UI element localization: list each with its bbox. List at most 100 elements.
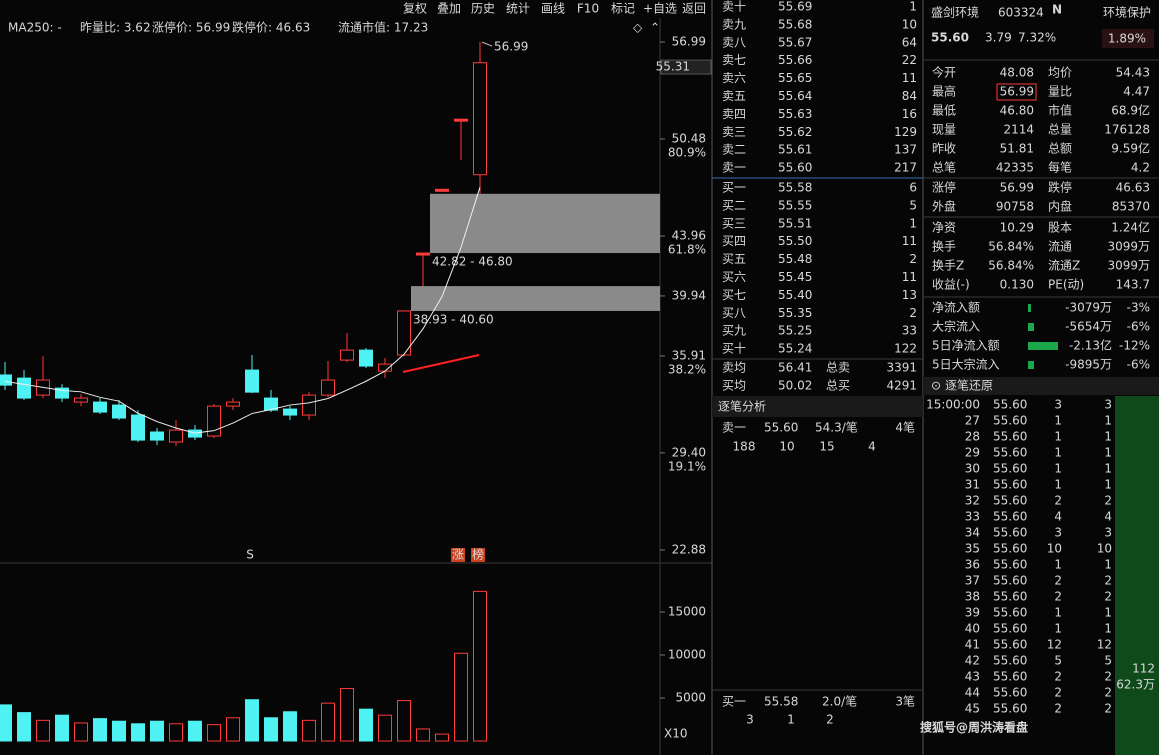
summary-label: 总买 xyxy=(826,379,850,393)
y-tick-label: 29.40 xyxy=(672,445,706,459)
stat-value: 56.84% xyxy=(988,240,1034,254)
event-marker: S xyxy=(246,548,254,562)
volume-bar xyxy=(55,714,69,742)
book-qty: 2 xyxy=(909,306,917,320)
book-label: 卖三 xyxy=(722,125,746,139)
toolbar-button[interactable]: 复权 xyxy=(403,2,427,16)
stat-value: 54.43 xyxy=(1116,66,1150,80)
book-price: 55.69 xyxy=(778,0,812,14)
stat-value: 90758 xyxy=(996,200,1034,214)
analysis-cell: 55.58 xyxy=(764,695,798,709)
volume-column-bg xyxy=(1115,396,1159,755)
toolbar-button[interactable]: 标记 xyxy=(611,2,635,16)
fib-label: 61.8% xyxy=(668,243,706,257)
book-price: 55.62 xyxy=(778,125,812,139)
volume-bar xyxy=(188,720,202,742)
trade-time: 28 xyxy=(965,430,980,444)
book-price: 55.50 xyxy=(778,234,812,248)
event-badge xyxy=(451,548,465,562)
trade-price: 55.60 xyxy=(993,494,1027,508)
book-price: 55.55 xyxy=(778,198,812,212)
icon[interactable]: ⌃ xyxy=(650,21,660,35)
volume-bar xyxy=(340,688,354,742)
toolbar-button[interactable]: 历史 xyxy=(471,2,495,16)
book-price: 55.67 xyxy=(778,35,812,49)
fib-label: 80.9% xyxy=(668,145,706,159)
trade-time: 27 xyxy=(965,414,980,428)
trade-time: 42 xyxy=(965,654,980,668)
stat-label: 换手Z xyxy=(932,259,964,273)
volume-tick-label: 15000 xyxy=(668,605,706,619)
flow-value: -3079万 xyxy=(1065,301,1112,315)
trade-price: 55.60 xyxy=(993,638,1027,652)
book-qty: 22 xyxy=(902,53,917,67)
trade-volume: 12 xyxy=(1047,638,1062,652)
order-size: 3 xyxy=(746,713,754,727)
stat-label: 昨收 xyxy=(932,142,956,156)
candle-body xyxy=(435,188,449,192)
trade-volume: 2 xyxy=(1054,574,1062,588)
price-change: 3.79 xyxy=(985,31,1012,45)
book-qty: 11 xyxy=(902,234,917,248)
stat-value: 3099万 xyxy=(1107,240,1150,254)
trade-volume: 5 xyxy=(1054,654,1062,668)
volume-bar xyxy=(397,700,411,742)
book-price: 55.25 xyxy=(778,324,812,338)
candle-body xyxy=(264,397,278,411)
stat-label: 流通 xyxy=(1048,240,1072,254)
toolbar-button[interactable]: 画线 xyxy=(541,2,565,16)
book-qty: 84 xyxy=(902,89,917,103)
book-label: 卖四 xyxy=(722,107,746,121)
order-size: 15 xyxy=(819,440,834,454)
toolbar-button[interactable]: 叠加 xyxy=(437,2,461,16)
book-qty: 11 xyxy=(902,270,917,284)
toolbar-button[interactable]: 返回 xyxy=(682,2,706,16)
trade-volume: 1 xyxy=(1104,606,1112,620)
flow-bar xyxy=(1028,323,1034,331)
book-price: 55.45 xyxy=(778,270,812,284)
trade-volume: 2 xyxy=(1104,686,1112,700)
stat-label: 每笔 xyxy=(1048,160,1072,175)
book-price: 55.60 xyxy=(778,161,812,175)
trade-volume: 4 xyxy=(1054,510,1062,524)
high-label: 56.99 xyxy=(494,40,528,54)
book-label: 买五 xyxy=(722,252,746,266)
panel-header-bg xyxy=(712,396,923,417)
stat-value: 42335 xyxy=(996,161,1034,175)
stat-label: 跌停 xyxy=(1048,180,1072,195)
summary-value: 3391 xyxy=(886,361,917,375)
stat-label: 内盘 xyxy=(1048,199,1072,214)
book-qty: 122 xyxy=(894,342,917,356)
flow-label: 5日净流入额 xyxy=(932,339,1000,353)
trade-price: 55.60 xyxy=(993,654,1027,668)
trade-time: 41 xyxy=(965,638,980,652)
book-qty: 2 xyxy=(909,252,917,266)
analysis-cell: 54.3/笔 xyxy=(815,420,858,435)
candle-body xyxy=(169,429,183,443)
trade-time: 31 xyxy=(965,478,980,492)
volume-bar xyxy=(226,717,240,742)
panel-title: 逐笔还原 xyxy=(945,378,993,393)
icon[interactable]: ⊙ xyxy=(931,379,941,393)
trade-volume: 2 xyxy=(1104,702,1112,716)
summary-value: 50.02 xyxy=(778,379,812,393)
trade-time: 29 xyxy=(965,446,980,460)
volume-bar xyxy=(454,652,468,742)
trade-time: 33 xyxy=(965,510,980,524)
icon[interactable]: ◇ xyxy=(633,21,643,35)
flow-label: 大宗流入 xyxy=(932,319,980,334)
trade-price: 55.60 xyxy=(993,478,1027,492)
trade-volume: 3 xyxy=(1104,398,1112,412)
book-label: 卖二 xyxy=(722,143,746,157)
toolbar-button[interactable]: 统计 xyxy=(506,2,530,16)
book-label: 买一 xyxy=(722,181,746,195)
stat-label: 总量 xyxy=(1048,123,1072,137)
candle-body xyxy=(112,404,126,419)
toolbar-button[interactable]: F10 xyxy=(577,2,599,16)
stat-label: 换手 xyxy=(932,240,956,254)
flow-pct: -3% xyxy=(1127,301,1150,315)
panel-title: 逐笔分析 xyxy=(718,399,766,414)
stat-label: 最低 xyxy=(932,104,956,118)
stat-value: 10.29 xyxy=(1000,221,1034,235)
toolbar-button[interactable]: +自选 xyxy=(643,2,677,16)
